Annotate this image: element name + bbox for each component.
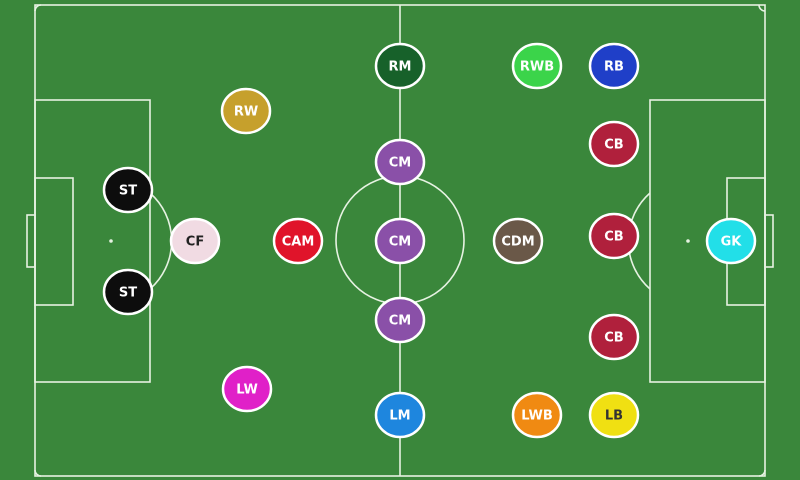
player-circle <box>221 365 273 413</box>
right-penalty-spot <box>686 239 690 243</box>
player-label: CM <box>389 314 411 329</box>
player-circle <box>511 42 563 90</box>
player-circle <box>374 138 426 186</box>
player-circle <box>705 217 757 265</box>
player-circle <box>374 391 426 439</box>
player-circle <box>588 212 640 260</box>
player-label: CB <box>604 230 623 245</box>
player-circle <box>374 42 426 90</box>
player-marker-st: ST <box>102 268 154 316</box>
player-label: LW <box>236 383 258 398</box>
player-label: CM <box>389 235 411 250</box>
corner-arcs <box>34 4 766 477</box>
player-marker-rw: RW <box>220 87 272 135</box>
player-circle <box>374 296 426 344</box>
player-marker-gk: GK <box>705 217 757 265</box>
player-circle <box>588 120 640 168</box>
player-marker-st: ST <box>102 166 154 214</box>
player-label: ST <box>119 286 137 301</box>
player-label: RM <box>389 60 412 75</box>
player-marker-lwb: LWB <box>511 391 563 439</box>
player-label: RB <box>604 60 624 75</box>
player-label: RW <box>234 105 258 120</box>
player-marker-rwb: RWB <box>511 42 563 90</box>
player-marker-cb: CB <box>588 120 640 168</box>
player-label: ST <box>119 184 137 199</box>
player-circle <box>102 268 154 316</box>
player-label: CF <box>186 235 204 250</box>
player-label: CB <box>604 331 623 346</box>
player-marker-cm: CM <box>374 217 426 265</box>
player-label: GK <box>721 235 743 250</box>
player-circle <box>102 166 154 214</box>
player-circle <box>220 87 272 135</box>
player-marker-cf: CF <box>169 217 221 265</box>
player-label: LWB <box>521 409 553 424</box>
player-marker-cm: CM <box>374 138 426 186</box>
player-marker-cb: CB <box>588 212 640 260</box>
player-marker-rb: RB <box>588 42 640 90</box>
player-label: RWB <box>520 60 554 75</box>
player-circle <box>374 217 426 265</box>
player-label: CAM <box>282 235 315 250</box>
player-label: LM <box>389 409 410 424</box>
player-circle <box>272 217 324 265</box>
player-marker-lb: LB <box>588 391 640 439</box>
player-circle <box>492 217 544 265</box>
left-goal <box>26 214 36 268</box>
player-circle <box>588 42 640 90</box>
right-goal <box>764 214 774 268</box>
player-marker-rm: RM <box>374 42 426 90</box>
player-label: CDM <box>501 235 534 250</box>
player-marker-cm: CM <box>374 296 426 344</box>
player-circle <box>511 391 563 439</box>
player-label: CB <box>604 138 623 153</box>
player-marker-lm: LM <box>374 391 426 439</box>
player-marker-cam: CAM <box>272 217 324 265</box>
player-circle <box>588 313 640 361</box>
left-penalty-spot <box>109 239 113 243</box>
player-label: CM <box>389 156 411 171</box>
player-label: LB <box>605 409 623 424</box>
player-marker-cb: CB <box>588 313 640 361</box>
player-marker-cdm: CDM <box>492 217 544 265</box>
player-circle <box>588 391 640 439</box>
player-circle <box>169 217 221 265</box>
player-marker-lw: LW <box>221 365 273 413</box>
player-positions: RM RWB RB RW CB ST CM CF CAM CM CDM CB GK ST CM CB LW LM L… <box>102 42 757 439</box>
